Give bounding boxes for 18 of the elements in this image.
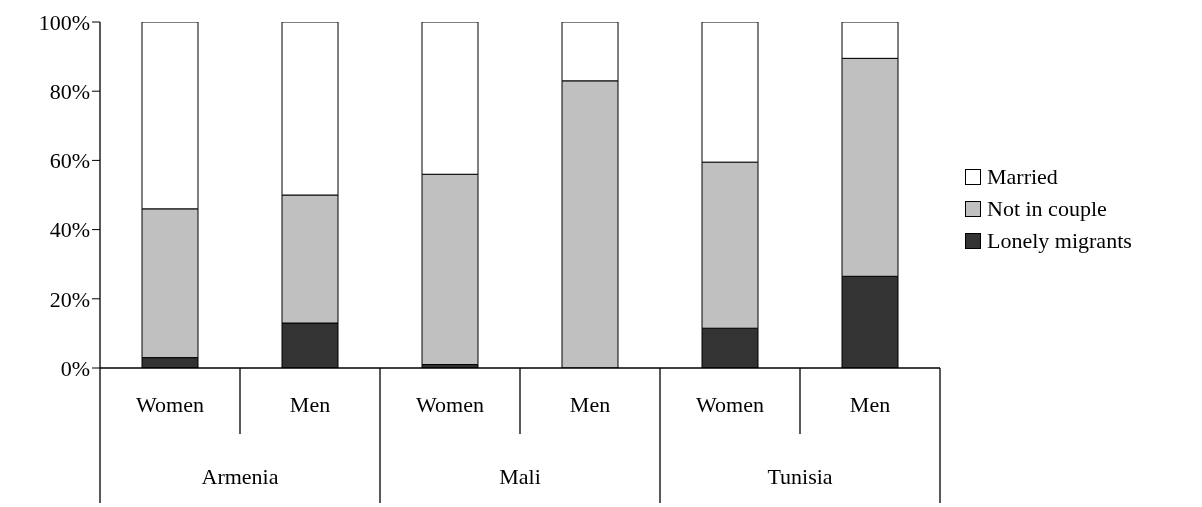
legend-label: Married	[987, 164, 1058, 190]
text: Armenia	[201, 464, 279, 489]
y-tick-label: 80%	[49, 79, 90, 105]
y-tick-label: 20%	[49, 286, 90, 312]
text: Tunisia	[767, 464, 833, 489]
x-tick-label: Women	[696, 392, 764, 417]
x-tick-label: Women	[416, 392, 484, 417]
y-tick-label: 0%	[60, 355, 90, 381]
x-tick-label: Women	[136, 392, 204, 417]
y-tick-label: 60%	[49, 148, 90, 174]
x-tick-label: Men	[289, 392, 331, 417]
legend-label: Lonely migrants	[987, 228, 1132, 254]
text: Mali	[499, 464, 541, 489]
y-tick-label: 100%	[38, 9, 90, 35]
legend-label: Not in couple	[987, 196, 1107, 222]
x-tick-label: Men	[849, 392, 891, 417]
y-tick-label: 40%	[49, 217, 90, 243]
x-tick-label: Men	[569, 392, 611, 417]
